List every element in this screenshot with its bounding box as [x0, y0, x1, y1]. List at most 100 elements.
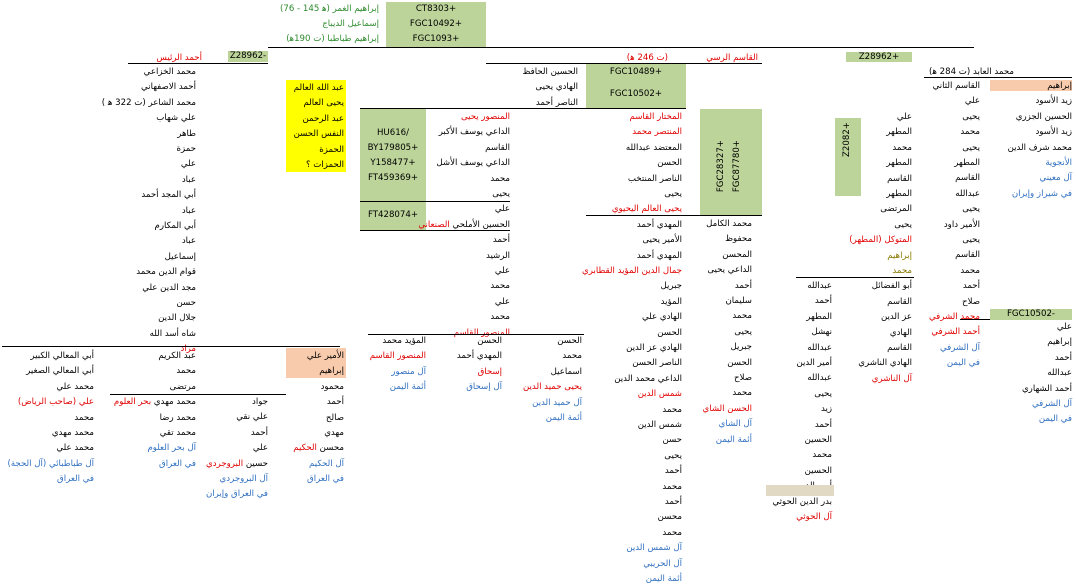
far-a-item: إبراهيم [1047, 81, 1072, 91]
z2082-list-item: المرتضى [880, 204, 912, 215]
alim-list-item: عبد الرحمن [302, 113, 344, 124]
rassi-a-item: أحمد [664, 497, 682, 507]
bl-b-item: محمد تقي [159, 428, 196, 438]
bl-b-item: آل بحر العلوم [147, 443, 196, 454]
far-b-item: القاسم الثاني [932, 81, 980, 91]
bl-b-item: عبد الكريم [158, 351, 196, 361]
header-muhammad-abid: محمد العابد (ت 284 ﻫ) [929, 67, 1014, 77]
mansur-a-item: يحيى [492, 189, 510, 199]
bl-c-item: في العراق وإيران [205, 489, 268, 500]
rassi-a-item: الهادي علي [641, 312, 682, 323]
divider-rassi-yahya [586, 215, 762, 216]
alim-list-item: عبد الله العالم [293, 83, 344, 93]
mansur-sub-item: أئمة اليمن [545, 413, 582, 423]
abd-list-item: زيد [820, 404, 832, 415]
rassi-b-item: محمد [732, 311, 752, 322]
z2082-list-item: الهادي الناشري [858, 358, 912, 369]
far-b-item: أحمد الشرفي [931, 327, 980, 338]
abd-list-item: عبدالله [807, 342, 832, 353]
far-a-item: محمد شرف الدين [1007, 142, 1072, 153]
rais-list-item: علي شهاب [156, 113, 196, 124]
rassi-b-item: جبريل [730, 342, 752, 353]
divider-mansur-top [360, 201, 510, 202]
divider-bottom [110, 394, 286, 395]
bl-d-item: مهدي [324, 428, 344, 438]
rais-list-item: علي [180, 159, 196, 170]
z2082-list-item: المطهر [886, 127, 912, 138]
rassi-a-item: يحيى [664, 189, 682, 199]
rassi-a-item: آل الحريبي [643, 558, 682, 569]
hafez-list-item: الناصر أحمد [535, 97, 578, 108]
far-c-item: عبدالله [1047, 368, 1072, 379]
mansur-codes-item: FT459369+ [367, 173, 419, 183]
bl-b-item: مرتضى [169, 381, 196, 392]
z2082-list-item: عز الدين [880, 312, 912, 323]
rassi-b-item: الحسن الشاي [702, 403, 752, 414]
highlight-alim [286, 80, 346, 172]
bl-d-item: أحمد [326, 397, 344, 408]
code-fgc10489: FGC10489+ [609, 67, 663, 77]
rassi-b-item: المحسن [722, 249, 752, 260]
bl-c-item: جواد [252, 397, 268, 407]
rassi-a-item: المؤيد [660, 296, 682, 307]
rassi-b-item: صلاح [734, 373, 752, 383]
z2082-list-item: المطهر [886, 189, 912, 199]
rassi-b-item: محفوظ [725, 234, 752, 245]
rassi-a-item: الهادي عز الدين [626, 343, 682, 353]
rassi-a-item: شمس الدين [637, 389, 682, 400]
far-b-item: الأمير داود [943, 219, 980, 230]
far-b-item: عبدالله [955, 188, 980, 199]
header-ibrahim-ghamr: إبراهيم الغمر (ﻫ 145 - 76) [280, 4, 379, 14]
divider-rassi [486, 63, 762, 64]
rais-list-item: محمد الشاعر (ت 322 ﻫ ) [101, 97, 196, 108]
far-a-item: آل معيني [1039, 173, 1072, 184]
bl-b-item: محمد مهدي بحر العلوم [113, 397, 196, 408]
bl-b-item: في العراق [159, 458, 196, 469]
z2082-list-item: علي [896, 112, 912, 122]
bl-a-item: محمد علي [56, 381, 95, 392]
far-b-item: أحمد [962, 281, 980, 292]
code-z2082-box [835, 118, 861, 196]
divider-abid [924, 77, 1072, 78]
rais-list-item: حسن [176, 298, 196, 308]
z2082-list-item: محمد [892, 142, 912, 153]
alim-list-item: النفس الحسن [293, 129, 344, 140]
bl-d-item: في العراق [307, 474, 344, 485]
bl-a-item: علي (صاحب الرياض) [17, 397, 94, 408]
bl-c-item: علي [252, 443, 268, 454]
mansur-sub-c-item: المؤيد محمد [382, 336, 426, 346]
rassi-b-item: آل الشاي [718, 419, 752, 430]
mansur-a-item: علي [494, 296, 510, 307]
z2082-list-item: محمد [892, 266, 912, 276]
code-fgc87780: FGC87780+ [732, 140, 742, 193]
code-z28962-minus-box [228, 51, 268, 62]
rassi-b-item: محمد الكامل [706, 219, 752, 229]
rassi-a-item: الحسن [657, 158, 682, 169]
rassi-a-item: محمد [662, 404, 682, 415]
rassi-a-item: جمال الدين المؤيد القطابري [582, 266, 682, 276]
code-z28962-plus-box [846, 52, 912, 62]
abd-list-item: المطهر [806, 311, 832, 322]
rassi-a-item: أحمد [664, 466, 682, 477]
rais-list-item: عباد [181, 236, 196, 247]
far-a-item: زيد الأسود [1035, 127, 1072, 138]
divider-abdullah [796, 277, 834, 278]
far-a-item: الحسين الجزري [1015, 111, 1072, 122]
code-fgc1093: FGC1093+ [412, 34, 460, 44]
code-fgc10502-minus-box [990, 309, 1072, 320]
rassi-a-item: الأمير يحيى [642, 235, 682, 246]
rais-list-item: طاهر [177, 128, 196, 139]
bl-b-item: محمد رضا [159, 412, 196, 423]
bl-d-item: آل الحكيم [309, 458, 344, 469]
abd-list-item: الحسين [804, 465, 832, 476]
rais-list-item: مجد الدين علي [142, 282, 196, 293]
header-qasim-rassi: القاسم الرسي [706, 53, 758, 63]
divider-mansur-bottom [368, 334, 584, 335]
far-b-item: صلاح [962, 296, 980, 307]
abd-list-item: عبدالله [807, 373, 832, 384]
rassi-b-item: محمد [732, 388, 752, 399]
rais-list-item: أبي المكارم [154, 221, 196, 231]
mansur-a-item: الداعي يوسف الأشل [436, 158, 510, 169]
mansur-codes-item: HU616/ [376, 128, 410, 138]
rassi-a-item: يحيى [664, 450, 682, 461]
